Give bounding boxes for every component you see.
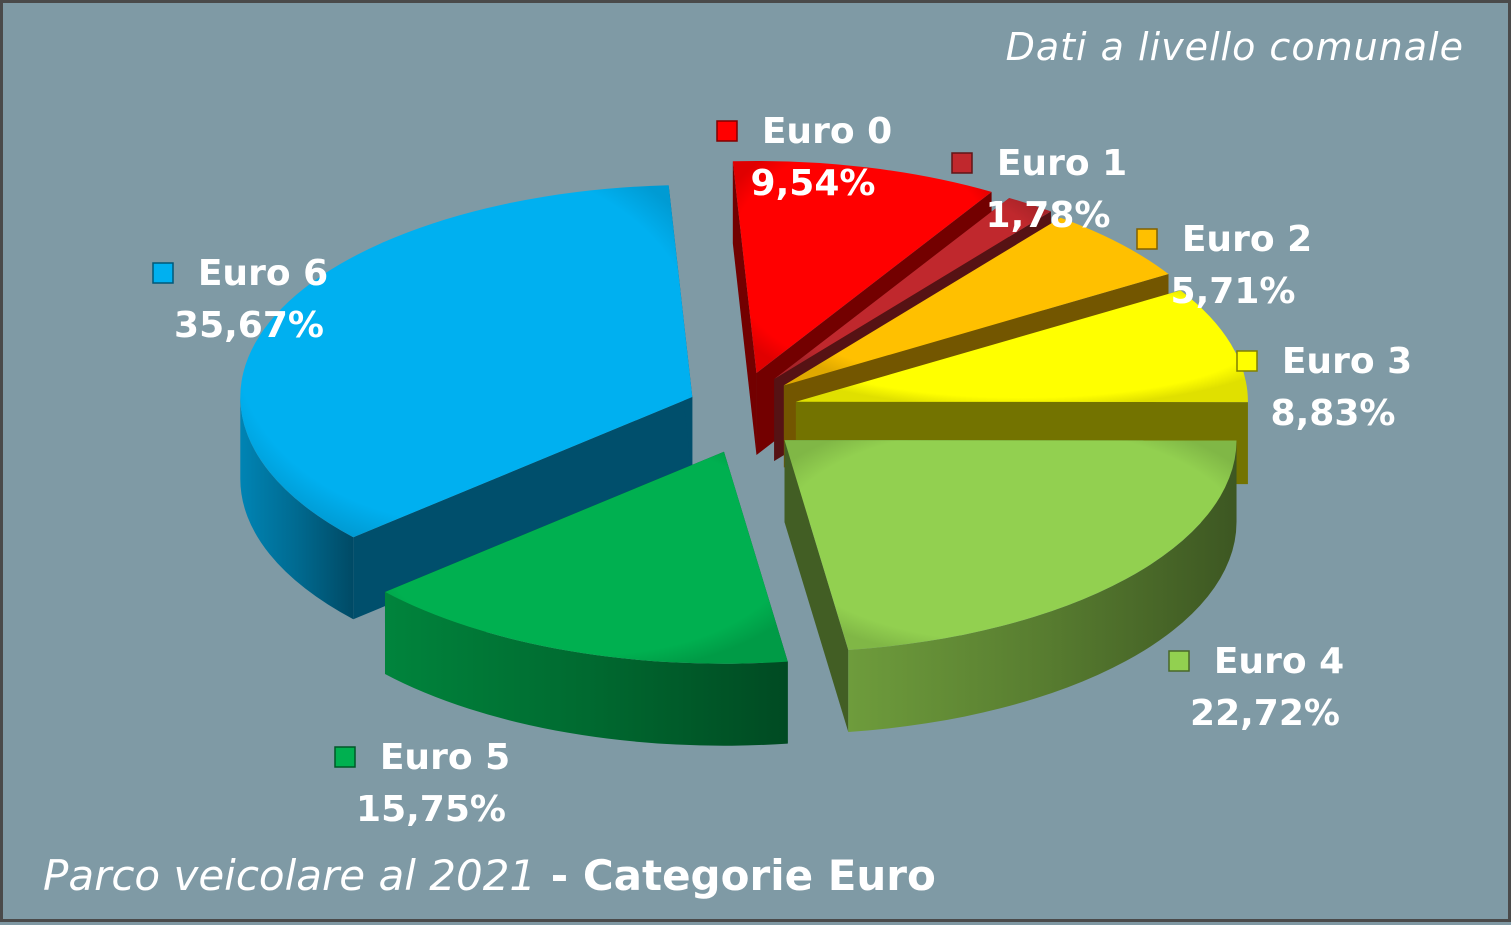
data-label-euro-3: Euro 3 8,83% [1237,341,1412,434]
label-value: 9,54% [751,163,876,204]
label-name: Euro 1 [997,143,1127,184]
label-value: 1,78% [986,195,1111,236]
slice-euro-4 [785,440,1237,732]
legend-marker [1137,229,1157,249]
footer-separator: - [536,851,583,900]
legend-marker [1169,651,1189,671]
footer-right: Categorie Euro [583,851,936,900]
data-label-euro-5: Euro 5 15,75% [335,737,510,830]
pie-chart: Euro 0 9,54% Euro 1 1,78% Euro 2 5,71% Euro 3 8… [3,3,1511,925]
label-value: 35,67% [174,305,324,346]
label-name: Euro 3 [1282,341,1412,382]
legend-marker [153,263,173,283]
label-name: Euro 4 [1214,641,1344,682]
label-value: 22,72% [1190,693,1340,734]
chart-subtitle: Dati a livello comunale [1006,25,1464,69]
legend-marker [717,121,737,141]
label-name: Euro 6 [198,253,328,294]
legend-marker [952,153,972,173]
label-name: Euro 0 [762,111,892,152]
legend-marker [335,747,355,767]
footer-left: Parco veicolare al 2021 [43,851,536,900]
label-value: 8,83% [1271,393,1396,434]
label-name: Euro 5 [380,737,510,778]
label-name: Euro 2 [1182,219,1312,260]
label-value: 15,75% [356,789,506,830]
data-label-euro-4: Euro 4 22,72% [1169,641,1344,734]
label-value: 5,71% [1171,271,1296,312]
chart-footer: Parco veicolare al 2021 - Categorie Euro [43,851,936,900]
legend-marker [1237,351,1257,371]
